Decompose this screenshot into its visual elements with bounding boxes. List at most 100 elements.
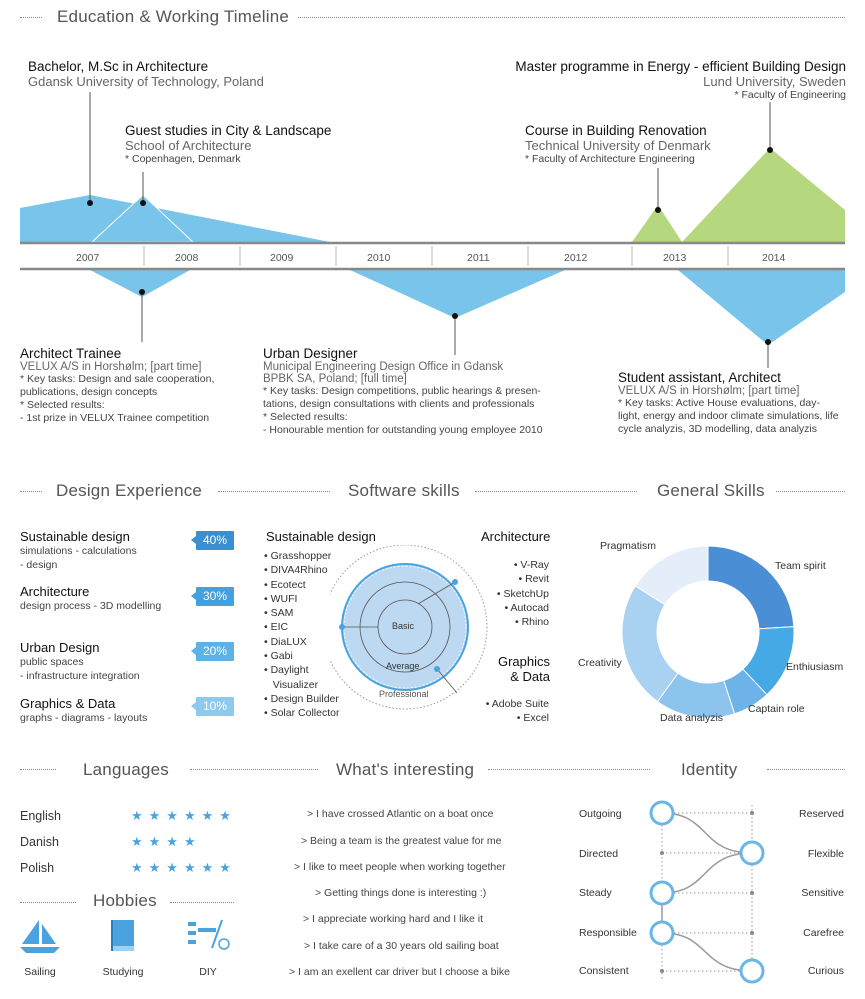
percent-badge: 40% [191,531,234,550]
divider-dots [20,902,76,903]
edu-title: Course in Building Renovation [525,123,707,138]
work-place: Municipal Engineering Design Office in G… [263,361,504,373]
architecture-title: Architecture [481,529,551,544]
edu-place: Lund University, Sweden [703,74,846,89]
sw-item: • WUFI [264,592,298,605]
edu-area-bachelor [20,195,330,242]
donut-segment [707,545,795,630]
sw-item: • DiaLUX [264,635,307,648]
divider-dots [20,17,42,18]
percent-badge: 10% [191,697,234,716]
sw-item: • DIVA4Rhino [264,564,328,577]
language-name: English [20,809,61,823]
work-line: * Selected results: [263,411,348,423]
year-label: 2009 [270,252,294,264]
identity-right: Sensitive [801,887,844,899]
divider-dots [776,491,845,492]
sw-item: • Design Builder [264,692,339,705]
de-sub: graphs - diagrams - layouts [20,712,148,724]
work-line: - Honourable mention for outstanding you… [263,424,543,436]
identity-right: Reserved [799,808,844,820]
work-title: Urban Designer [263,346,358,361]
sw-item: • Rhino [514,616,549,629]
de-sub: simulations - calculations [20,545,137,557]
hobby-label: Sailing [24,966,56,978]
level-professional: Professional [379,689,429,699]
donut-label: Enthiusiasm [786,661,844,673]
edu-title: Master programme in Energy - efficient B… [515,59,846,74]
divider-dots [767,769,845,770]
work-line: * Key tasks: Design competitions, public… [263,385,541,397]
interest-item: > I like to meet people when working tog… [294,861,506,873]
edu-note: * Copenhagen, Denmark [125,153,241,165]
edu-master: Master programme in Energy - efficient B… [515,59,846,102]
general-skills-title: General Skills [657,481,765,500]
year-label: 2010 [367,252,391,264]
work-place: VELUX A/S in Horshølm; [part time] [618,385,800,397]
identity-right: Flexible [807,848,844,860]
work-title: Student assistant, Architect [618,370,781,385]
sw-item: • Adobe Suite [485,698,549,710]
sw-item: • Excel [516,712,549,725]
edu-area-master [682,148,845,242]
de-sub: public spaces [20,656,84,668]
donut-label: Creativity [578,657,622,669]
interest-item: > I take care of a 30 years old sailing … [304,940,499,952]
work-line: * Key tasks: Design and sale cooperation… [20,373,215,385]
edu-note: * Faculty of Engineering [734,89,846,101]
identity-left: Consistent [579,965,629,977]
divider-dots [475,491,637,492]
work-line: - 1st prize in VELUX Trainee competition [20,412,210,424]
software-title: Software skills [348,481,460,500]
sw-item: • Autocad [504,601,549,614]
sw-item: • Revit [518,573,549,586]
interesting-title: What's interesting [336,760,475,779]
year-label: 2008 [175,252,199,264]
interest-item: > Being a team is the greatest value for… [301,835,502,847]
de-item: Urban Design public spaces - infrastruct… [20,640,140,683]
sw-item: • Daylight [264,664,309,677]
percent-badge: 30% [191,587,234,606]
work-trainee: Architect Trainee VELUX A/S in Horshølm;… [20,346,214,425]
edu-place: Technical University of Denmark [525,138,711,153]
sw-item: • SAM [264,607,294,620]
timeline-title: Education & Working Timeline [57,7,290,26]
identity-right: Carefree [803,927,844,939]
work-place: VELUX A/S in Horshølm; [part time] [20,361,202,373]
de-title: Urban Design [20,640,100,655]
sw-item: • SketchUp [496,587,549,600]
general-skills-donut [621,545,795,719]
interest-item: > I have crossed Atlantic on a boat once [307,808,494,820]
work-title: Architect Trainee [20,346,122,361]
work-line: cycle analyzis, 3D modelling, data analy… [618,423,818,435]
de-sub: design process - 3D modelling [20,600,162,612]
edu-note: * Faculty of Architecture Engineering [525,153,695,165]
divider-dots [218,491,330,492]
sw-item: • Gabi [264,650,293,663]
languages-title: Languages [83,760,169,779]
work-assistant: Student assistant, Architect VELUX A/S i… [618,370,839,436]
de-title: Graphics & Data [20,696,116,711]
sw-item: Visualizer [272,678,319,691]
identity-right: Curious [807,965,844,977]
sw-item: • V-Ray [513,559,549,571]
identity-left: Responsible [579,927,637,939]
year-label: 2007 [76,252,100,264]
divider-dots [20,769,56,770]
hobby-label: Studying [102,966,144,978]
sustainable-title: Sustainable design [266,529,376,544]
star-rating: ★★★★ [131,834,202,849]
book-icon [111,920,134,951]
level-average: Average [386,661,420,671]
sw-item: • Ecotect [264,578,306,591]
work-area-urban [350,270,565,318]
design-experience-title: Design Experience [56,481,203,500]
year-label: 2011 [467,252,490,264]
de-title: Sustainable design [20,529,130,544]
work-line: tations, design consultations with clien… [263,398,535,410]
timeline-graphic [20,92,845,368]
donut-label: Data analyzis [660,712,724,724]
de-item: Architecture design process - 3D modelli… [20,584,161,613]
year-label: 2012 [564,252,588,264]
language-name: Danish [20,835,59,849]
